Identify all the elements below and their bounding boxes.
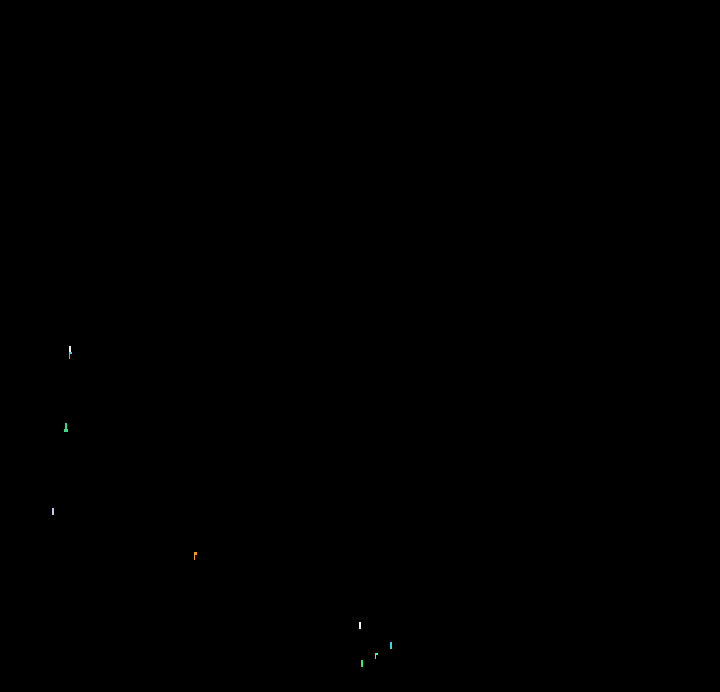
sky-blue-flag-speck-head [70,352,72,354]
cyan-flag-speck-stem [375,653,376,659]
white-bar-speck-lower [359,622,361,629]
orange-flag-speck [194,552,197,560]
green-j-speck-hook [64,429,68,432]
orange-flag-speck-stem [194,552,195,560]
white-bar-speck-lower-body [359,622,361,629]
green-j-speck [64,423,68,432]
cyan-bar-speck-body [390,642,392,649]
sky-blue-flag-speck [69,352,72,359]
cyan-bar-speck [390,642,392,649]
sky-blue-flag-speck-stem [69,352,70,359]
orange-flag-speck-head [195,552,197,555]
cyan-flag-speck [375,653,378,659]
cyan-flag-speck-head [376,653,378,655]
lavender-bar-speck-body [52,508,54,515]
green-j-speck-stem [65,423,67,432]
green-bar-speck [361,660,363,667]
green-bar-speck-body [361,660,363,667]
white-bar-speck-body [69,346,71,352]
white-bar-speck [69,346,71,352]
lavender-bar-speck [52,508,54,515]
